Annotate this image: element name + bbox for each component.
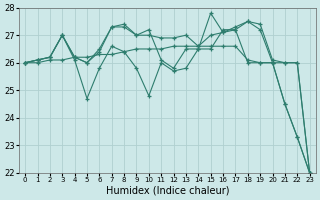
X-axis label: Humidex (Indice chaleur): Humidex (Indice chaleur): [106, 186, 229, 196]
